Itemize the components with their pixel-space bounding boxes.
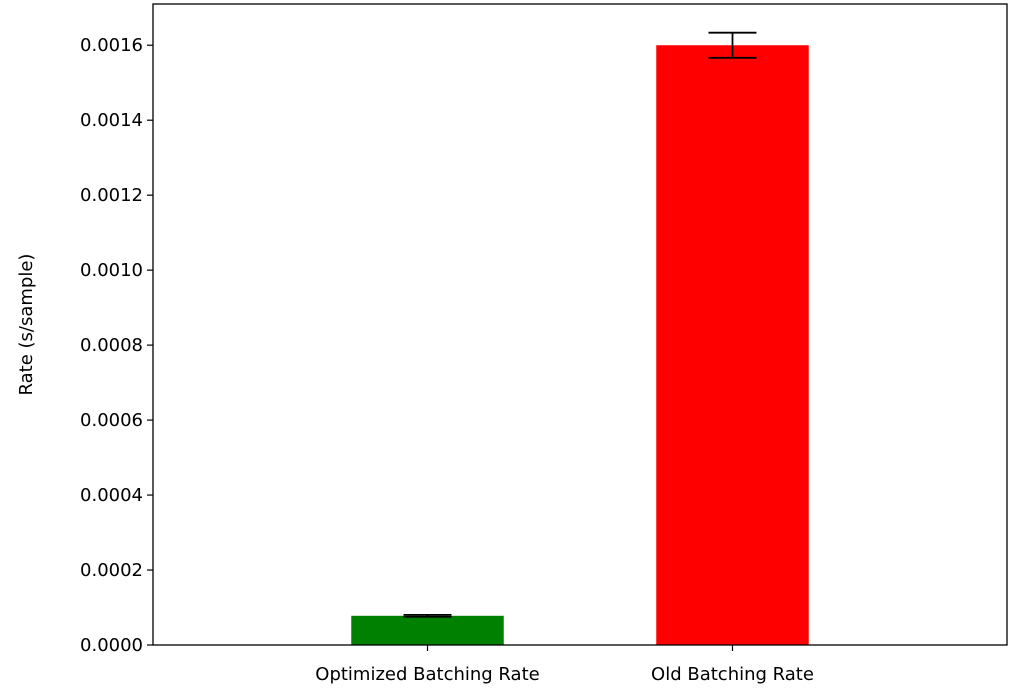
x-tick-label-0: Optimized Batching Rate <box>315 664 539 685</box>
y-tick-label-0: 0.0000 <box>80 635 143 656</box>
plot-frame <box>152 3 1008 646</box>
x-tick-label-1: Old Batching Rate <box>651 664 814 685</box>
y-tick-label-3: 0.0006 <box>80 410 143 431</box>
y-tick-label-8: 0.0016 <box>80 35 143 56</box>
y-tick-label-5: 0.0010 <box>80 260 143 281</box>
y-axis: 0.0000 0.0002 0.0004 0.0006 0.0008 0.0010 0.00… <box>80 35 153 656</box>
bars-group <box>351 45 809 646</box>
y-tick-label-7: 0.0014 <box>80 110 143 131</box>
x-axis: Optimized Batching Rate Old Batching Rate <box>315 645 814 685</box>
error-bars-group <box>403 31 757 618</box>
y-tick-label-4: 0.0008 <box>80 335 143 356</box>
y-axis-label: Rate (s/sample) <box>16 254 37 396</box>
y-tick-label-1: 0.0002 <box>80 560 143 581</box>
y-tick-label-2: 0.0004 <box>80 485 143 506</box>
bar-1 <box>656 45 809 646</box>
bar-0 <box>351 615 504 645</box>
y-tick-label-6: 0.0012 <box>80 185 143 206</box>
